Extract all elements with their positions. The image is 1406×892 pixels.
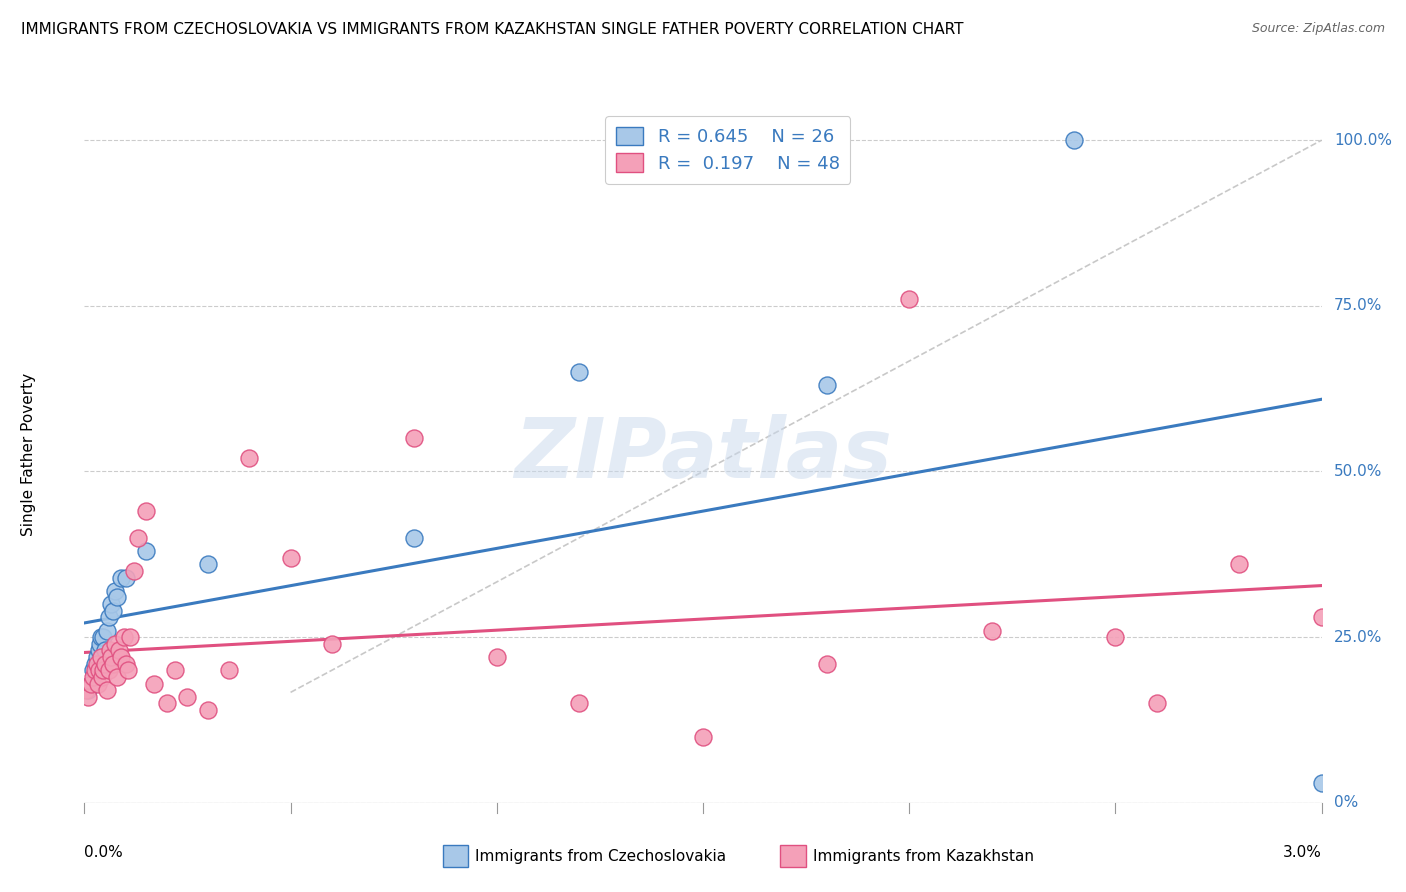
Point bbox=[90, 670, 112, 684]
Point bbox=[1310, 776, 1333, 790]
Point bbox=[110, 570, 132, 584]
Point bbox=[156, 697, 179, 711]
Point bbox=[86, 657, 108, 671]
Point bbox=[86, 650, 108, 665]
Point bbox=[90, 650, 112, 665]
Point bbox=[568, 365, 591, 379]
Point bbox=[100, 650, 122, 665]
Point bbox=[1063, 133, 1085, 147]
Point bbox=[165, 663, 187, 677]
Point bbox=[238, 451, 260, 466]
Point bbox=[485, 650, 508, 665]
Point bbox=[104, 637, 127, 651]
Point bbox=[112, 630, 135, 644]
Point bbox=[105, 591, 128, 605]
Point bbox=[98, 663, 121, 677]
Text: 0.0%: 0.0% bbox=[84, 845, 124, 860]
Point bbox=[692, 730, 714, 744]
Point bbox=[87, 643, 110, 657]
Point bbox=[98, 610, 121, 624]
Point bbox=[135, 504, 157, 518]
Text: 50.0%: 50.0% bbox=[1334, 464, 1382, 479]
Point bbox=[77, 690, 100, 704]
Point bbox=[79, 676, 101, 690]
Point bbox=[83, 663, 105, 677]
Point bbox=[568, 697, 591, 711]
Point bbox=[90, 630, 112, 644]
Point bbox=[127, 531, 149, 545]
Text: 25.0%: 25.0% bbox=[1334, 630, 1382, 645]
Point bbox=[114, 657, 136, 671]
Point bbox=[404, 431, 426, 445]
Point bbox=[77, 683, 100, 698]
Text: Source: ZipAtlas.com: Source: ZipAtlas.com bbox=[1251, 22, 1385, 36]
Point bbox=[104, 583, 127, 598]
Text: 100.0%: 100.0% bbox=[1334, 133, 1392, 148]
Point bbox=[96, 624, 118, 638]
Text: 3.0%: 3.0% bbox=[1282, 845, 1322, 860]
Point bbox=[83, 657, 105, 671]
Point bbox=[91, 663, 114, 677]
Point bbox=[980, 624, 1002, 638]
Point bbox=[1227, 558, 1250, 572]
Point bbox=[103, 604, 125, 618]
Point bbox=[122, 564, 145, 578]
Point bbox=[898, 292, 921, 306]
Point bbox=[75, 680, 97, 694]
Point bbox=[117, 663, 139, 677]
Point bbox=[100, 597, 122, 611]
Point bbox=[94, 643, 117, 657]
Point bbox=[197, 703, 219, 717]
Point bbox=[79, 676, 101, 690]
Point bbox=[89, 637, 111, 651]
Point bbox=[82, 663, 104, 677]
Point bbox=[94, 657, 117, 671]
Text: 75.0%: 75.0% bbox=[1334, 298, 1382, 313]
Point bbox=[91, 630, 114, 644]
Point bbox=[135, 544, 157, 558]
Point bbox=[1104, 630, 1126, 644]
Point bbox=[404, 531, 426, 545]
Point bbox=[105, 670, 128, 684]
Text: Immigrants from Czechoslovakia: Immigrants from Czechoslovakia bbox=[475, 849, 727, 863]
Text: ZIPatlas: ZIPatlas bbox=[515, 415, 891, 495]
Point bbox=[321, 637, 343, 651]
Point bbox=[98, 643, 121, 657]
Point bbox=[86, 676, 108, 690]
Text: Immigrants from Kazakhstan: Immigrants from Kazakhstan bbox=[813, 849, 1033, 863]
Legend: R = 0.645    N = 26, R =  0.197    N = 48: R = 0.645 N = 26, R = 0.197 N = 48 bbox=[605, 116, 851, 184]
Point bbox=[280, 550, 302, 565]
Point bbox=[103, 657, 125, 671]
Point bbox=[87, 663, 110, 677]
Point bbox=[110, 650, 132, 665]
Text: Single Father Poverty: Single Father Poverty bbox=[21, 374, 37, 536]
Point bbox=[176, 690, 198, 704]
Point bbox=[1310, 610, 1333, 624]
Point bbox=[143, 676, 166, 690]
Point bbox=[82, 670, 104, 684]
Point bbox=[815, 657, 838, 671]
Point bbox=[1146, 697, 1168, 711]
Point bbox=[75, 683, 97, 698]
Point bbox=[218, 663, 240, 677]
Point bbox=[197, 558, 219, 572]
Point bbox=[114, 570, 136, 584]
Text: IMMIGRANTS FROM CZECHOSLOVAKIA VS IMMIGRANTS FROM KAZAKHSTAN SINGLE FATHER POVER: IMMIGRANTS FROM CZECHOSLOVAKIA VS IMMIGR… bbox=[21, 22, 963, 37]
Point bbox=[108, 643, 131, 657]
Point bbox=[815, 378, 838, 392]
Point bbox=[118, 630, 141, 644]
Text: 0%: 0% bbox=[1334, 796, 1358, 810]
Point bbox=[96, 683, 118, 698]
